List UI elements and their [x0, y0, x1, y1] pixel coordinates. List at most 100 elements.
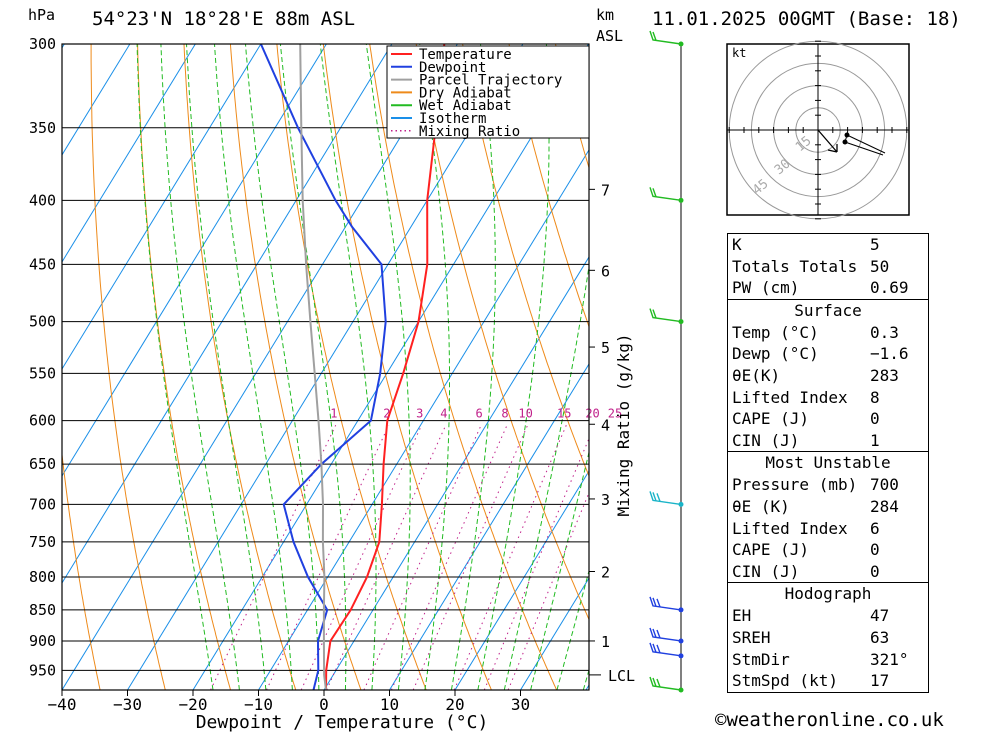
dry-adiabat-line — [183, 44, 297, 690]
surface-cape-row: CAPE (J) 0 — [728, 408, 928, 430]
parcel-trajectory-profile — [299, 44, 327, 690]
wind-barb — [649, 491, 682, 506]
mu-cin-label: CIN (J) — [732, 561, 800, 581]
wind-barb-shaft — [649, 676, 682, 691]
most-unstable-title: Most Unstable — [765, 453, 891, 473]
surface-temp-value: 0.3 — [870, 322, 899, 342]
height-tick-label: 5 — [601, 339, 610, 357]
hodograph-trace — [844, 134, 886, 156]
mixing-ratio-axis-title: Mixing Ratio (g/kg) — [614, 333, 633, 516]
isotherm-line — [454, 470, 589, 690]
mu-theta-label: θE (K) — [732, 496, 790, 516]
wind-barbs — [649, 30, 684, 693]
sreh-value: 63 — [870, 627, 890, 647]
wet-adiabat-line — [319, 44, 377, 690]
eh-row: EH 47 — [728, 605, 928, 627]
surface-cin-label: CIN (J) — [732, 430, 800, 450]
mixing-ratio-line — [412, 424, 529, 690]
mu-pressure-value: 700 — [870, 475, 899, 495]
pressure-tick-label: 300 — [29, 35, 56, 53]
height-tick-label: 6 — [601, 262, 610, 280]
wind-barb — [649, 642, 682, 657]
mu-cape-row: CAPE (J) 0 — [728, 539, 928, 561]
legend-item-label: Dewpoint — [419, 60, 486, 76]
wind-barb-feather — [652, 643, 657, 653]
mixing-ratio-line — [390, 424, 508, 690]
legend-item-label: Dry Adiabat — [419, 85, 512, 101]
stmdir-value: 321° — [870, 649, 909, 669]
surface-theta-value: 283 — [870, 365, 899, 385]
surface-theta-row: θE(K) 283 — [728, 365, 928, 387]
isotherm-line — [323, 256, 589, 690]
wind-barb-feather — [652, 597, 657, 607]
wet-adiabat-line — [245, 44, 320, 690]
stmspd-value: 17 — [870, 671, 890, 691]
pw-row: PW (cm) 0.69 — [728, 277, 928, 299]
surface-cin-value: 1 — [870, 430, 880, 450]
wind-barb — [649, 308, 682, 323]
stmdir-label: StmDir — [732, 649, 790, 669]
dry-adiabat-line — [90, 44, 166, 690]
isotherm-line — [127, 44, 524, 690]
mu-cape-value: 0 — [870, 540, 880, 560]
height-tick-label: 7 — [601, 181, 610, 199]
x-tick-label: −40 — [48, 695, 77, 714]
isotherm-line — [62, 44, 393, 584]
mixing-ratio-line — [326, 424, 447, 690]
mu-cin-value: 0 — [870, 561, 880, 581]
wet-adiabat-line — [279, 44, 347, 690]
wet-adiabat-line — [503, 262, 589, 690]
height-unit-asl: ASL — [596, 27, 624, 45]
stmspd-label: StmSpd (kt) — [732, 671, 838, 691]
wet-adiabat-line — [160, 44, 240, 690]
pw-label: PW (cm) — [732, 278, 800, 298]
x-tick-label: −20 — [179, 695, 208, 714]
stmdir-row: StmDir 321° — [728, 649, 928, 671]
wind-barb — [649, 676, 682, 691]
wind-barb-feather — [652, 677, 657, 687]
mu-li-label: Lifted Index — [732, 518, 848, 538]
hodograph-point — [842, 139, 848, 145]
wind-barb — [649, 596, 682, 611]
wind-barb-feather — [652, 492, 657, 502]
mixing-ratio-label: 2 — [383, 407, 390, 421]
storm-motion-arrow — [817, 129, 838, 153]
sreh-row: SREH 63 — [728, 627, 928, 649]
pw-value: 0.69 — [870, 278, 909, 298]
surface-dewp-value: −1.6 — [870, 344, 909, 364]
wet-adiabat-line — [186, 44, 267, 690]
wind-barb-shaft — [649, 627, 682, 642]
sreh-label: SREH — [732, 627, 771, 647]
hodograph-point — [844, 132, 850, 138]
legend-item-label: Parcel Trajectory — [419, 73, 562, 89]
pressure-tick-label: 900 — [29, 632, 56, 650]
dry-adiabat-line — [322, 44, 492, 690]
dry-adiabat-line — [973, 44, 1000, 690]
height-tick-label: 1 — [601, 633, 610, 651]
x-tick-label: −10 — [244, 695, 273, 714]
isotherm-line — [192, 44, 589, 690]
wind-barb-feather — [652, 309, 657, 319]
totals-row: Totals Totals 50 — [728, 256, 928, 278]
profile-lines — [259, 44, 446, 690]
legend-item-label: Mixing Ratio — [419, 124, 520, 140]
mixing-ratio-line — [266, 424, 390, 690]
dry-adiabat-line — [276, 44, 427, 690]
mixing-ratio-label: 6 — [475, 407, 482, 421]
run-time-title: 11.01.2025 00GMT (Base: 18) — [652, 8, 961, 30]
surface-li-value: 8 — [870, 387, 880, 407]
legend-item-label: Isotherm — [419, 111, 486, 127]
pressure-tick-label: 850 — [29, 601, 56, 619]
isotherm-line — [62, 44, 327, 477]
legend-box — [386, 45, 590, 139]
x-tick-label: 30 — [511, 695, 530, 714]
x-tick-label: 10 — [380, 695, 399, 714]
wind-barb — [649, 627, 682, 642]
dry-adiabat-line — [415, 44, 589, 621]
mixing-ratio-label: 25 — [608, 407, 622, 421]
